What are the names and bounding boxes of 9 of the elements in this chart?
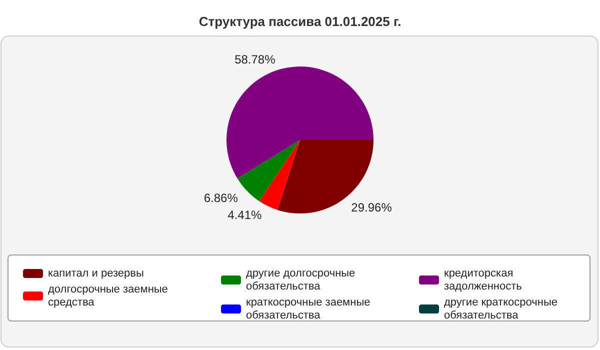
data-label: 6.86% [204,190,238,205]
legend-label: капитал и резервы [48,268,144,280]
data-label: 58.78% [234,52,276,67]
data-label: 29.96% [351,200,392,214]
legend-label: долгосрочные заемные средства [48,284,168,308]
data-label: 4.41% [228,208,262,222]
chart-title: Структура пассива 01.01.2025 г. [198,14,402,29]
legend-label: краткосрочные заемные обязательства [246,296,370,322]
legend-label: другие краткосрочные обязательства [444,296,558,322]
